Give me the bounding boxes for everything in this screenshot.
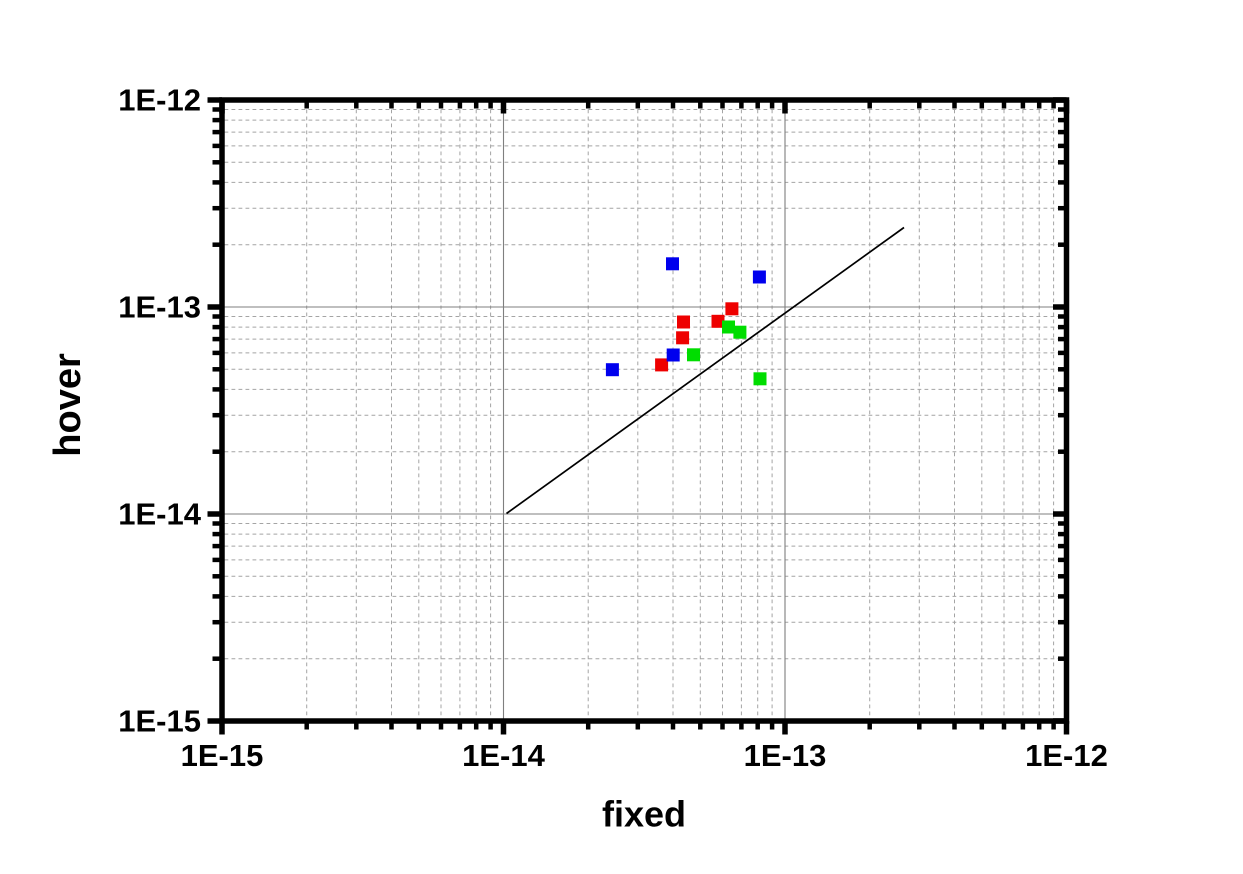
svg-text:fixed: fixed [602, 794, 686, 835]
svg-text:1E-15: 1E-15 [181, 738, 264, 773]
svg-text:1E-15: 1E-15 [118, 704, 201, 739]
svg-text:1E-14: 1E-14 [462, 738, 545, 773]
svg-text:1E-14: 1E-14 [118, 497, 201, 532]
svg-text:1E-13: 1E-13 [118, 290, 201, 325]
svg-text:1E-12: 1E-12 [118, 83, 201, 118]
svg-text:hover: hover [47, 353, 89, 457]
svg-text:1E-12: 1E-12 [1025, 738, 1108, 773]
svg-text:1E-13: 1E-13 [744, 738, 827, 773]
